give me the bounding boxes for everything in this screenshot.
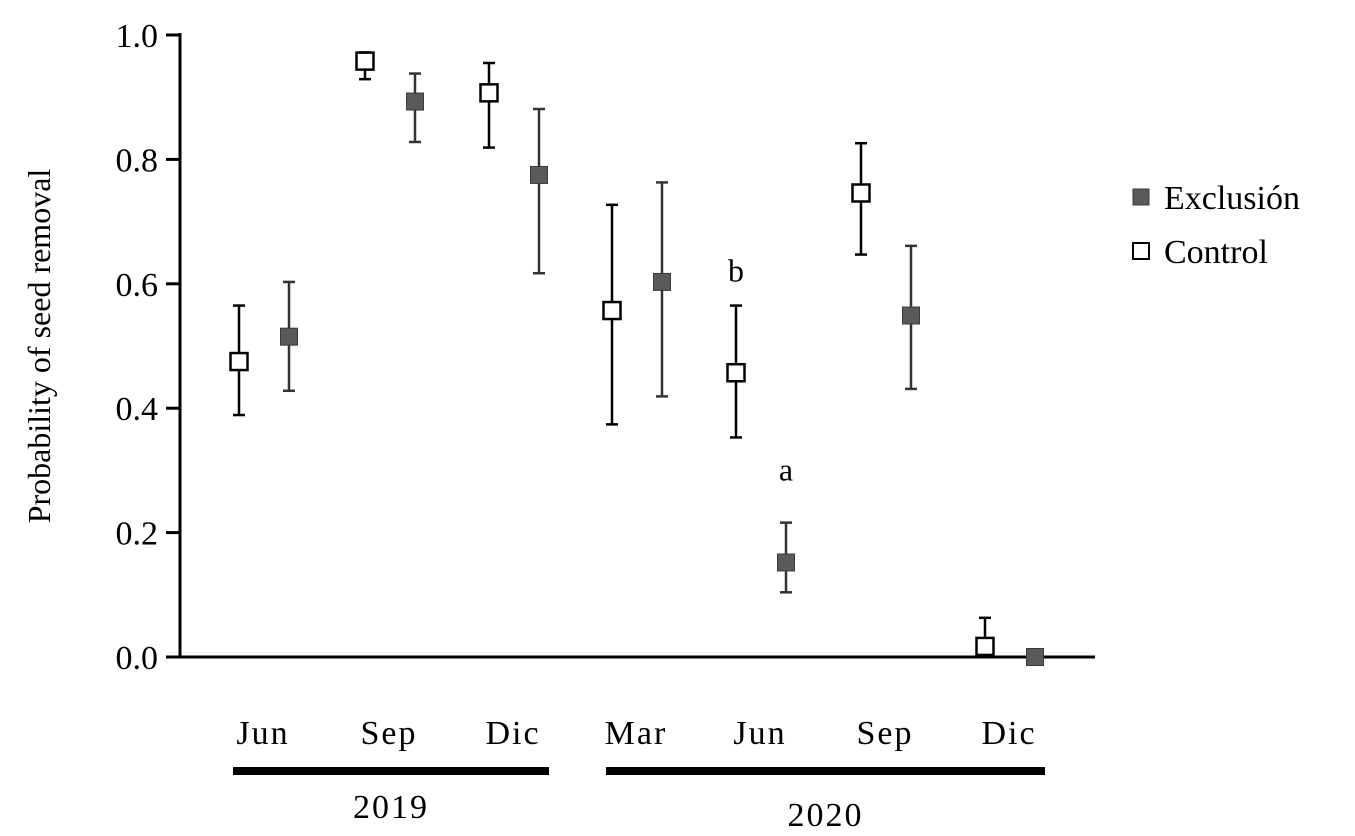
control-point <box>975 636 995 657</box>
exclusion-point <box>406 92 424 111</box>
exclusion-point <box>530 165 548 184</box>
year-label: 2019 <box>353 789 429 826</box>
legend-label: Exclusión <box>1164 180 1300 217</box>
legend-swatch-exclusion <box>1132 188 1150 206</box>
month-label: Dic <box>981 715 1036 752</box>
exclusion-point <box>1026 648 1044 666</box>
data-markers <box>229 51 1044 666</box>
month-label: Sep <box>857 715 914 752</box>
y-tick-label: 0.2 <box>116 516 159 553</box>
control-point <box>229 351 249 372</box>
exclusion-point <box>902 306 920 325</box>
month-label: Jun <box>733 715 786 752</box>
control-point <box>479 83 499 103</box>
y-tick-label: 0.0 <box>116 640 159 677</box>
control-point <box>851 183 871 203</box>
legend-swatch-control <box>1132 242 1150 260</box>
year-label: 2020 <box>788 797 864 834</box>
annotation-letter: a <box>779 451 793 487</box>
y-tick-label: 0.6 <box>116 267 159 304</box>
month-label: Dic <box>485 715 540 752</box>
y-tick-label: 0.8 <box>116 142 159 179</box>
legend: Exclusión Control <box>1132 180 1300 271</box>
y-tick-label: 0.4 <box>116 391 159 428</box>
exclusion-point <box>280 327 298 346</box>
axes <box>178 33 1095 659</box>
legend-label: Control <box>1164 234 1268 271</box>
y-axis-title: Probability of seed removal <box>21 169 57 524</box>
control-point <box>355 51 375 71</box>
control-point <box>726 362 746 383</box>
x-labels: Jun Sep Dic Mar Jun Sep Dic 2019 2020 <box>233 715 1045 834</box>
exclusion-point <box>653 272 671 291</box>
annotation-letter: b <box>728 252 744 288</box>
error-bars <box>233 51 991 659</box>
month-label: Jun <box>236 715 289 752</box>
month-label: Mar <box>605 715 668 752</box>
exclusion-point <box>777 553 795 572</box>
y-ticks: 0.0 0.2 0.4 0.6 0.8 1.0 <box>116 18 180 677</box>
month-label: Sep <box>361 715 418 752</box>
y-tick-label: 1.0 <box>116 18 159 55</box>
control-point <box>602 300 622 321</box>
annotations: ba <box>728 252 793 487</box>
